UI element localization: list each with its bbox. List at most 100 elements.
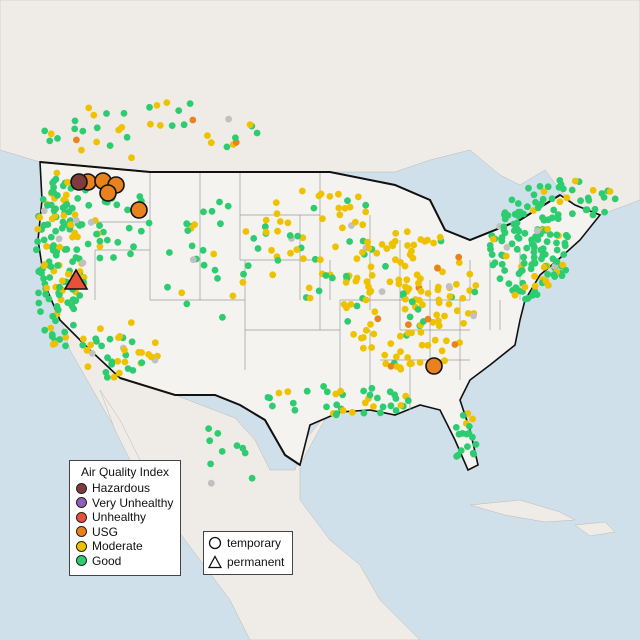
station-marker xyxy=(183,220,191,228)
station-marker xyxy=(387,362,395,370)
station-marker xyxy=(403,276,411,284)
station-marker xyxy=(397,348,404,355)
station-marker xyxy=(210,250,218,258)
station-marker xyxy=(326,193,334,200)
station-marker xyxy=(40,275,47,282)
station-marker xyxy=(524,203,531,211)
station-marker xyxy=(466,423,473,430)
station-marker xyxy=(65,208,73,216)
station-marker xyxy=(353,302,361,310)
station-marker xyxy=(363,278,371,286)
station-marker xyxy=(556,177,564,184)
station-marker xyxy=(79,335,87,343)
station-marker xyxy=(433,311,441,319)
station-marker xyxy=(55,235,63,243)
station-marker xyxy=(367,321,374,328)
station-marker xyxy=(289,399,297,407)
station-marker xyxy=(340,301,348,308)
station-marker xyxy=(505,280,513,287)
station-marker xyxy=(564,233,571,241)
station-marker xyxy=(346,238,353,245)
station-marker xyxy=(67,221,74,229)
station-marker xyxy=(299,234,307,242)
station-marker xyxy=(204,132,211,140)
station-marker xyxy=(521,229,529,237)
station-marker xyxy=(408,360,415,367)
station-marker xyxy=(199,246,207,254)
station-marker xyxy=(49,312,57,320)
station-marker xyxy=(561,242,569,250)
station-marker xyxy=(368,384,376,392)
station-marker xyxy=(40,236,48,244)
station-marker xyxy=(51,212,59,220)
station-marker xyxy=(262,216,270,224)
station-marker xyxy=(353,255,361,263)
station-marker xyxy=(110,373,118,381)
station-marker xyxy=(377,409,384,417)
station-marker xyxy=(379,403,387,411)
station-marker xyxy=(387,402,395,410)
station-marker xyxy=(269,271,277,279)
station-marker xyxy=(358,249,366,256)
station-marker xyxy=(130,243,137,251)
station-marker xyxy=(189,256,197,264)
station-marker xyxy=(344,318,352,325)
station-marker xyxy=(515,234,523,242)
station-marker xyxy=(70,321,77,329)
station-marker xyxy=(601,208,608,216)
station-marker xyxy=(515,227,523,235)
station-marker xyxy=(530,248,538,256)
circle-icon xyxy=(208,536,222,549)
station-marker xyxy=(138,349,146,356)
station-marker xyxy=(299,255,307,263)
station-marker xyxy=(46,274,54,281)
station-marker xyxy=(543,238,551,246)
station-marker xyxy=(320,383,327,390)
station-marker xyxy=(45,295,53,303)
station-marker xyxy=(339,407,347,414)
station-marker xyxy=(403,228,411,236)
station-marker xyxy=(114,238,122,246)
station-marker xyxy=(504,212,512,219)
station-marker xyxy=(93,230,100,238)
station-marker xyxy=(469,449,477,457)
station-marker xyxy=(96,222,103,230)
station-marker xyxy=(503,243,511,251)
station-marker xyxy=(246,121,254,129)
station-marker xyxy=(546,231,554,238)
station-marker xyxy=(598,190,606,197)
station-marker xyxy=(206,437,214,445)
station-marker xyxy=(446,293,454,300)
station-marker xyxy=(38,269,45,277)
station-marker xyxy=(223,143,231,151)
station-marker xyxy=(250,235,258,242)
legend-item-permanent: permanent xyxy=(204,553,292,570)
legend-item-unhealthy: Unhealthy xyxy=(70,510,180,525)
legend-label: temporary xyxy=(227,535,282,550)
station-marker xyxy=(291,406,299,414)
station-marker xyxy=(87,341,95,349)
station-marker xyxy=(508,240,516,248)
station-marker xyxy=(409,254,417,262)
station-marker xyxy=(93,124,101,132)
station-marker xyxy=(560,251,568,258)
station-marker xyxy=(200,261,208,269)
station-marker xyxy=(520,259,528,267)
station-marker xyxy=(410,241,418,249)
station-marker xyxy=(408,298,416,306)
station-marker xyxy=(392,256,399,264)
station-marker xyxy=(35,299,43,307)
station-marker xyxy=(571,177,579,185)
station-marker xyxy=(544,183,552,191)
station-marker xyxy=(71,125,79,133)
station-marker xyxy=(577,197,584,205)
station-marker xyxy=(508,196,516,204)
station-marker xyxy=(439,268,446,276)
station-marker xyxy=(491,259,499,267)
station-marker xyxy=(548,195,556,203)
station-marker xyxy=(34,225,42,233)
station-marker xyxy=(98,342,105,350)
station-marker xyxy=(523,244,531,252)
station-marker xyxy=(498,235,505,243)
station-marker xyxy=(445,300,453,308)
